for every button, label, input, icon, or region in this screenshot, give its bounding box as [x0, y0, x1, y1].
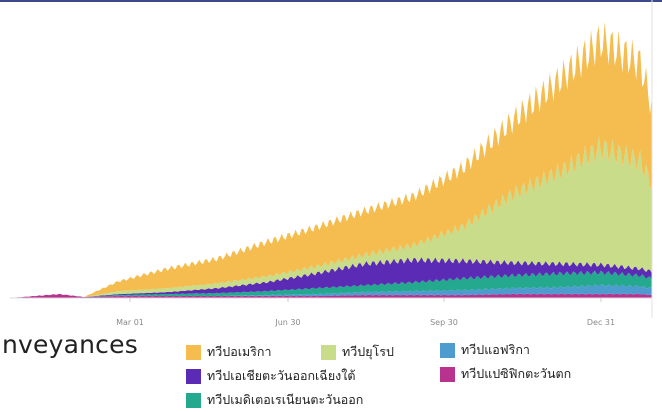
legend-label: ทวีปเมดิเตอเรเนียนตะวันออก — [207, 392, 364, 407]
series-area — [10, 284, 652, 298]
chart-caption: nveyances — [2, 330, 138, 359]
series-area — [10, 270, 652, 298]
series-area — [10, 293, 652, 298]
legend-label: ทวีปแอฟริกา — [461, 342, 530, 357]
tick-label-sep: Sep 30 — [430, 318, 458, 327]
legend-item-southeast-asia: ทวีปเอเชียตะวันออกเฉียงใต้ — [186, 366, 355, 386]
legend-label: ทวีปยุโรป — [342, 344, 394, 359]
legend-item-eastern-mediterranean: ทวีปเมดิเตอเรเนียนตะวันออก — [186, 390, 363, 410]
tick-label-dec: Dec 31 — [587, 318, 615, 327]
legend-item-americas: ทวีปอเมริกา — [186, 342, 272, 362]
legend-swatch — [321, 344, 336, 360]
legend-item-africa: ทวีปแอฟริกา — [440, 340, 530, 360]
series-area — [10, 257, 652, 298]
legend-swatch — [186, 344, 201, 360]
legend: ทวีปอเมริกา ทวีปยุโรป ทวีปแอฟริกา ทวีปเอ… — [186, 338, 656, 410]
legend-swatch — [186, 392, 201, 408]
legend-item-europe: ทวีปยุโรป — [321, 342, 394, 362]
legend-swatch — [440, 366, 455, 382]
x-ticks: Mar 01 Jun 30 Sep 30 Dec 31 — [116, 298, 615, 327]
legend-item-western-pacific: ทวีปแปซิฟิกตะวันตก — [440, 364, 571, 384]
legend-swatch — [440, 342, 455, 358]
stacked-area-chart: Mar 01 Jun 30 Sep 30 Dec 31 — [10, 0, 653, 327]
series-area — [10, 21, 652, 298]
legend-label: ทวีปแปซิฟิกตะวันตก — [461, 366, 572, 381]
tick-label-mar: Mar 01 — [116, 318, 144, 327]
tick-label-jun: Jun 30 — [274, 318, 300, 327]
legend-label: ทวีปอเมริกา — [207, 344, 272, 359]
legend-label: ทวีปเอเชียตะวันออกเฉียงใต้ — [207, 368, 356, 383]
top-rule — [0, 0, 662, 2]
legend-swatch — [186, 368, 201, 384]
series-area — [10, 136, 652, 298]
series-areas — [10, 21, 652, 298]
